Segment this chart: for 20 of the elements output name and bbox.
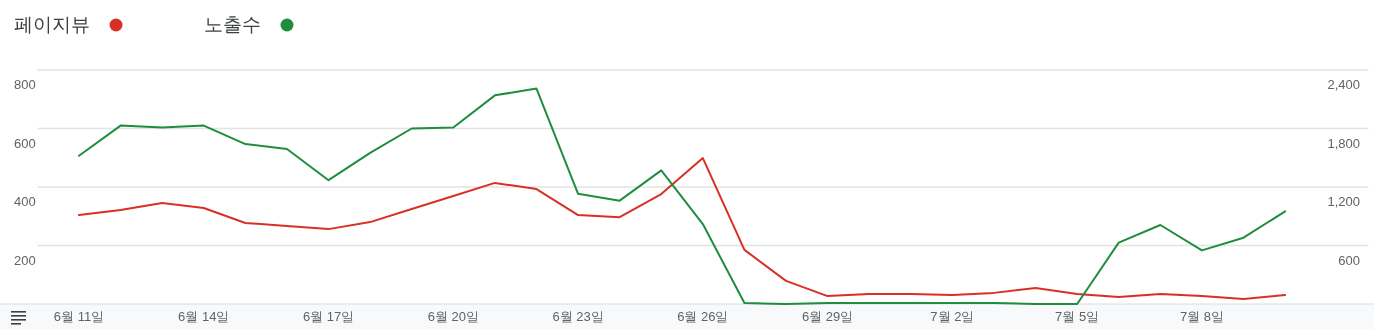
x-tick-label: 7월 8일 <box>1179 309 1224 324</box>
y2-tick-label: 1,200 <box>1327 194 1360 209</box>
x-tick-label: 6월 29일 <box>801 309 854 324</box>
x-tick-label: 7월 2일 <box>930 309 975 324</box>
x-tick-label: 7월 5일 <box>1055 309 1100 324</box>
y-tick-label: 800 <box>14 77 36 92</box>
y-tick-label: 600 <box>14 135 36 151</box>
x-tick-label: 6월 20일 <box>427 309 479 324</box>
y-tick-label: 200 <box>14 252 36 268</box>
legend-label: 페이지뷰 <box>14 14 90 35</box>
x-tick-label: 6월 17일 <box>302 309 355 324</box>
y2-tick-label: 600 <box>1338 252 1360 268</box>
x-tick-label: 6월 23일 <box>552 309 604 324</box>
x-tick-label: 6월 11일 <box>53 309 105 324</box>
y-tick-label: 400 <box>14 194 36 209</box>
y2-tick-label: 2,400 <box>1327 77 1360 92</box>
x-tick-label: 6월 14일 <box>178 309 230 324</box>
x-tick-label: 6월 26일 <box>677 309 729 324</box>
legend-label: 노출수 <box>204 14 261 35</box>
y2-tick-label: 1,800 <box>1327 135 1360 151</box>
